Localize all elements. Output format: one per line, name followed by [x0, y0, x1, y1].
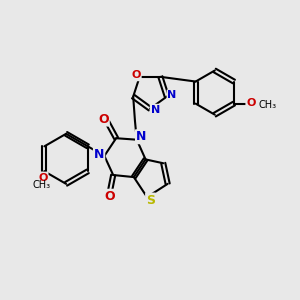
Text: O: O	[98, 112, 109, 126]
Text: CH₃: CH₃	[32, 180, 50, 190]
Text: N: N	[94, 148, 104, 161]
Text: O: O	[131, 70, 141, 80]
Text: O: O	[38, 172, 48, 182]
Text: CH₃: CH₃	[258, 100, 277, 110]
Text: O: O	[104, 190, 115, 203]
Text: O: O	[246, 98, 256, 108]
Text: N: N	[167, 90, 177, 100]
Text: S: S	[146, 194, 155, 207]
Text: N: N	[151, 105, 160, 115]
Text: N: N	[136, 130, 146, 143]
